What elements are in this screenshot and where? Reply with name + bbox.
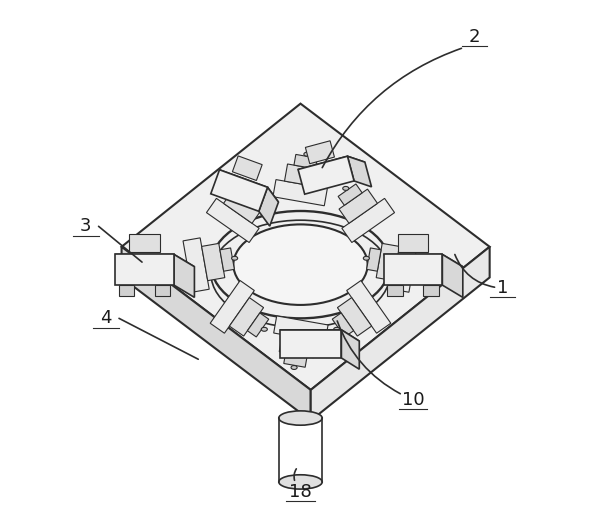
Polygon shape <box>398 234 429 252</box>
Ellipse shape <box>233 225 368 305</box>
Polygon shape <box>423 285 439 297</box>
Polygon shape <box>239 184 263 205</box>
Text: 18: 18 <box>289 483 312 501</box>
Polygon shape <box>280 330 341 358</box>
Polygon shape <box>121 247 311 420</box>
Ellipse shape <box>231 256 237 260</box>
Polygon shape <box>279 335 317 358</box>
Polygon shape <box>220 248 234 271</box>
Polygon shape <box>115 254 194 267</box>
Polygon shape <box>367 248 381 271</box>
Polygon shape <box>284 164 322 187</box>
Polygon shape <box>388 285 403 297</box>
Text: 4: 4 <box>100 309 112 327</box>
Polygon shape <box>332 313 353 337</box>
Polygon shape <box>273 179 328 206</box>
Polygon shape <box>341 330 359 369</box>
Polygon shape <box>259 187 278 226</box>
Polygon shape <box>347 281 391 333</box>
Ellipse shape <box>334 327 340 331</box>
Ellipse shape <box>364 256 370 260</box>
Polygon shape <box>224 189 262 223</box>
Polygon shape <box>233 156 262 180</box>
Polygon shape <box>311 247 490 420</box>
Polygon shape <box>119 285 135 297</box>
Polygon shape <box>339 189 377 223</box>
Polygon shape <box>183 238 209 292</box>
Ellipse shape <box>279 475 322 489</box>
FancyArrowPatch shape <box>455 254 495 287</box>
Ellipse shape <box>261 327 267 331</box>
Polygon shape <box>273 316 328 342</box>
Text: 2: 2 <box>469 28 480 46</box>
Polygon shape <box>383 254 463 267</box>
Polygon shape <box>219 170 278 202</box>
Polygon shape <box>376 244 399 281</box>
Polygon shape <box>383 254 442 285</box>
Ellipse shape <box>279 411 322 425</box>
Polygon shape <box>174 254 194 298</box>
Polygon shape <box>298 156 354 194</box>
FancyArrowPatch shape <box>294 469 296 480</box>
Text: 3: 3 <box>80 217 91 235</box>
Polygon shape <box>442 254 463 298</box>
Polygon shape <box>211 170 267 211</box>
Polygon shape <box>305 141 334 163</box>
Text: 1: 1 <box>497 279 508 297</box>
Ellipse shape <box>343 187 349 190</box>
Polygon shape <box>202 244 225 281</box>
Polygon shape <box>207 198 259 243</box>
Polygon shape <box>337 298 371 336</box>
Text: 10: 10 <box>401 391 424 409</box>
Polygon shape <box>294 154 317 169</box>
FancyArrowPatch shape <box>322 48 462 168</box>
Polygon shape <box>129 234 160 252</box>
Ellipse shape <box>304 152 310 156</box>
Polygon shape <box>230 298 264 336</box>
Polygon shape <box>121 104 490 390</box>
Polygon shape <box>392 238 418 292</box>
Polygon shape <box>284 353 307 367</box>
Polygon shape <box>338 184 362 205</box>
Polygon shape <box>115 254 174 285</box>
Ellipse shape <box>252 187 258 190</box>
Ellipse shape <box>291 365 297 370</box>
Polygon shape <box>342 198 394 243</box>
Polygon shape <box>155 285 170 297</box>
Polygon shape <box>347 156 371 187</box>
Polygon shape <box>298 156 365 175</box>
FancyArrowPatch shape <box>337 321 400 394</box>
Polygon shape <box>248 313 269 337</box>
Polygon shape <box>210 281 254 333</box>
Polygon shape <box>280 330 359 341</box>
